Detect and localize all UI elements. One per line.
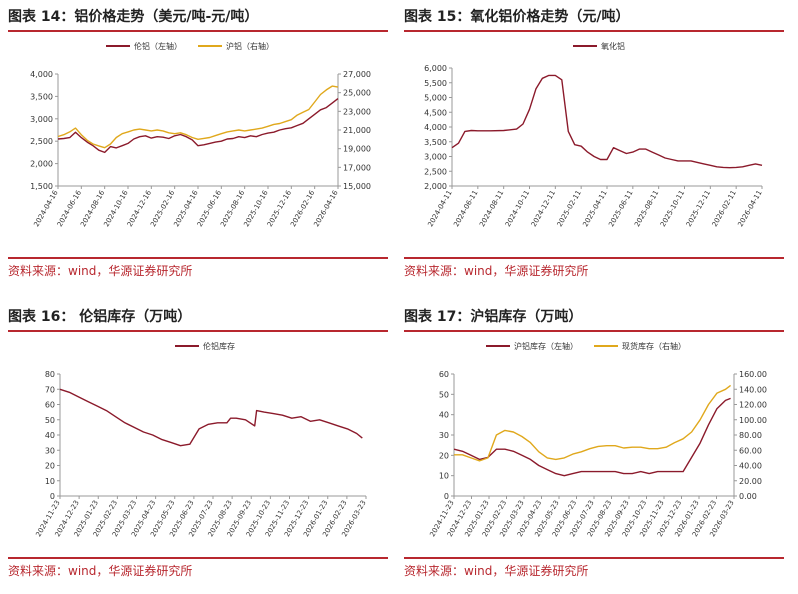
y-tick-label-left: 50 [45,416,55,425]
y-tick-label-left: 5,000 [424,94,447,103]
y-tick-label-left: 2,000 [30,160,53,169]
x-tick-label: 2026-02-11 [711,189,738,228]
alumina-price-chart: 2,000 2,500 3,000 3,500 4,000 4,500 5,000 5,500… [424,41,764,228]
source-note: 资料来源：wind，华源证券研究所 [404,564,589,578]
legend-label: 现货库存（右轴） [622,341,686,351]
y-tick-label-left: 3,500 [30,92,53,101]
x-tick-label: 2025-04-11 [581,189,608,228]
y-tick-label-left: 10 [439,472,449,481]
shfe-inventory-chart: 0 10 20 30 40 50 60 0.00 20.00 40.00 60.00 80.00 100… [428,341,767,538]
top-rule [404,30,784,32]
chart-panel-fig16: 图表 16： 伦铝库存（万吨） 0 10 20 30 40 50 60 70 80 2024-11… [8,300,398,590]
y-tick-label-right: 140.00 [739,385,767,394]
x-tick-label: 2025-10-11 [659,189,686,228]
y-tick-label-left: 60 [45,401,55,410]
x-tick-label: 2025-08-11 [633,189,660,228]
series-line [454,384,732,462]
series-line [57,98,339,154]
y-tick-label-left: 4,500 [424,108,447,117]
x-tick-label: 2024-08-11 [478,189,505,228]
source-note: 资料来源：wind，华源证券研究所 [404,264,589,278]
x-tick-label: 2026-04-16 [312,189,340,229]
y-tick-label-left: 1,500 [30,182,53,191]
y-tick-label-left: 2,500 [424,167,447,176]
legend-label: 伦铝库存 [203,341,235,351]
figure-caption: 图表 16： 伦铝库存（万吨） [8,309,192,325]
y-tick-label-left: 70 [45,385,55,394]
y-tick-label-left: 50 [439,390,449,399]
x-tick-label: 2024-04-11 [426,189,453,228]
y-tick-label-left: 0 [50,492,55,501]
x-tick-label: 2025-06-11 [607,189,634,228]
legend-label: 氧化铝 [601,41,625,51]
y-tick-label-left: 6,000 [424,64,447,73]
y-tick-label-right: 80.00 [739,431,762,440]
y-tick-label-left: 20 [439,451,449,460]
x-tick-label: 2025-12-11 [685,189,712,228]
series-line [451,74,763,169]
y-tick-label-left: 4,000 [30,70,53,79]
source-note: 资料来源：wind，华源证券研究所 [8,564,193,578]
y-tick-label-left: 40 [439,411,449,420]
figure-caption: 图表 15：氧化铝价格走势（元/吨） [404,9,630,25]
y-tick-label-left: 30 [439,431,449,440]
legend-label: 伦铝（左轴） [134,41,182,51]
y-tick-label-left: 2,000 [424,182,447,191]
y-tick-label-left: 2,500 [30,137,53,146]
y-tick-label-left: 20 [45,462,55,471]
x-tick-label: 2025-02-11 [556,189,583,228]
y-tick-label-right: 21,000 [343,126,371,135]
series-line [57,85,339,149]
x-tick-label: 2026-04-11 [736,189,763,228]
bottom-rule [8,257,388,259]
x-tick-label: 2024-12-11 [530,189,557,228]
y-tick-label-left: 10 [45,477,55,486]
chart-panel-fig14: 图表 14：铝价格走势（美元/吨-元/吨） 1,500 2,000 2,500 3,0… [8,0,398,290]
y-tick-label-left: 60 [439,370,449,379]
y-tick-label-left: 5,500 [424,79,447,88]
source-note: 资料来源：wind，华源证券研究所 [8,264,193,278]
y-tick-label-right: 27,000 [343,70,371,79]
y-tick-label-left: 3,000 [30,115,53,124]
y-tick-label-right: 100.00 [739,416,767,425]
aluminum-price-chart: 1,500 2,000 2,500 3,000 3,500 4,000 15,000 17,0… [30,41,371,229]
x-tick-label: 2024-06-11 [452,189,479,228]
series-line [453,397,731,477]
bottom-rule [404,257,784,259]
y-tick-label-right: 19,000 [343,145,371,154]
bottom-rule [404,557,784,559]
lme-inventory-chart: 010203040506070802024-11-232024-12-23202… [34,341,367,538]
series-line [59,388,363,447]
y-tick-label-right: 23,000 [343,107,371,116]
top-rule [8,330,388,332]
y-tick-label-left: 80 [45,370,55,379]
y-tick-label-right: 160.00 [739,370,767,379]
y-tick-label-right: 0.00 [739,492,757,501]
chart-panel-fig15: 图表 15：氧化铝价格走势（元/吨） 2,000 2,500 3,000 3,500 4… [404,0,794,290]
chart-panel-fig17: 图表 17：沪铝库存（万吨） 0 10 20 30 40 50 60 0.00 20.00 40.… [404,300,794,590]
figure-caption: 图表 17：沪铝库存（万吨） [404,309,583,325]
top-rule [8,30,388,32]
y-tick-label-right: 15,000 [343,182,371,191]
y-tick-label-right: 25,000 [343,89,371,98]
y-tick-label-right: 120.00 [739,401,767,410]
y-tick-label-right: 17,000 [343,163,371,172]
top-rule [404,330,784,332]
legend-label: 沪铝库存（左轴） [514,341,578,351]
x-tick-label: 2024-10-11 [504,189,531,228]
y-tick-label-left: 4,000 [424,123,447,132]
y-tick-label-left: 3,500 [424,138,447,147]
y-tick-label-left: 0 [444,492,449,501]
y-tick-label-right: 20.00 [739,477,762,486]
legend-label: 沪铝（右轴） [226,41,274,51]
y-tick-label-left: 40 [45,431,55,440]
y-tick-label-right: 60.00 [739,446,762,455]
figure-caption: 图表 14：铝价格走势（美元/吨-元/吨） [8,9,259,25]
y-tick-label-right: 40.00 [739,462,762,471]
y-tick-label-left: 3,000 [424,153,447,162]
bottom-rule [8,557,388,559]
y-tick-label-left: 30 [45,446,55,455]
